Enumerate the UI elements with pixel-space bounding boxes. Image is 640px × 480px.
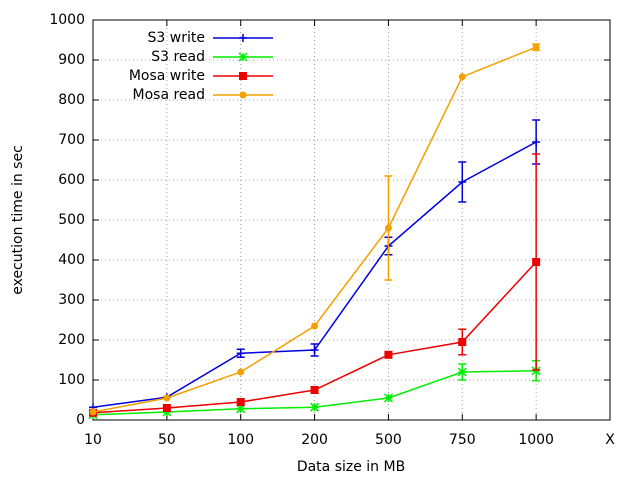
legend-label: S3 read — [151, 49, 205, 65]
marker — [384, 224, 392, 232]
y-tick-label: 800 — [58, 92, 85, 108]
marker — [532, 43, 540, 51]
x-tick-label: 200 — [301, 432, 328, 448]
legend-label: S3 write — [148, 30, 205, 46]
x-tick-label: 100 — [227, 432, 254, 448]
marker — [163, 394, 171, 402]
x-tick-label: X — [605, 432, 615, 448]
x-tick-label: 750 — [449, 432, 476, 448]
x-tick-label: 10 — [84, 432, 102, 448]
x-tick-label: 1000 — [518, 432, 554, 448]
y-tick-label: 0 — [76, 412, 85, 428]
marker — [310, 346, 319, 354]
marker — [458, 178, 467, 186]
marker — [457, 367, 467, 377]
y-tick-label: 200 — [58, 332, 85, 348]
marker — [532, 138, 541, 146]
marker — [384, 350, 393, 359]
marker — [531, 366, 541, 376]
y-tick-label: 100 — [58, 372, 85, 388]
marker — [236, 349, 245, 358]
marker — [89, 408, 97, 416]
y-tick-label: 1000 — [49, 12, 85, 28]
marker — [162, 404, 171, 412]
marker — [237, 368, 245, 376]
x-tick-label: 50 — [158, 432, 176, 448]
legend-marker — [239, 34, 247, 42]
marker — [311, 322, 319, 330]
marker — [383, 393, 393, 403]
legend-label: Mosa read — [133, 87, 206, 103]
legend-marker — [239, 72, 247, 80]
y-tick-label: 400 — [58, 252, 85, 268]
marker — [458, 338, 467, 346]
y-tick-label: 600 — [58, 172, 85, 188]
legend-marker — [239, 91, 247, 99]
legend-label: Mosa write — [129, 68, 205, 84]
y-tick-label: 500 — [58, 212, 85, 228]
x-tick-label: 500 — [375, 432, 402, 448]
marker — [458, 73, 466, 81]
plot-frame — [92, 19, 611, 421]
marker — [532, 258, 541, 266]
marker — [310, 386, 319, 394]
legend-marker — [238, 52, 248, 62]
y-tick-label: 700 — [58, 132, 85, 148]
y-tick-label: 300 — [58, 292, 85, 308]
series-line — [92, 141, 537, 408]
marker — [236, 398, 245, 406]
marker — [236, 404, 246, 414]
marker — [310, 402, 320, 412]
y-tick-label: 900 — [58, 52, 85, 68]
y-axis-label: execution time in sec — [10, 145, 26, 295]
x-axis-label: Data size in MB — [297, 459, 405, 475]
